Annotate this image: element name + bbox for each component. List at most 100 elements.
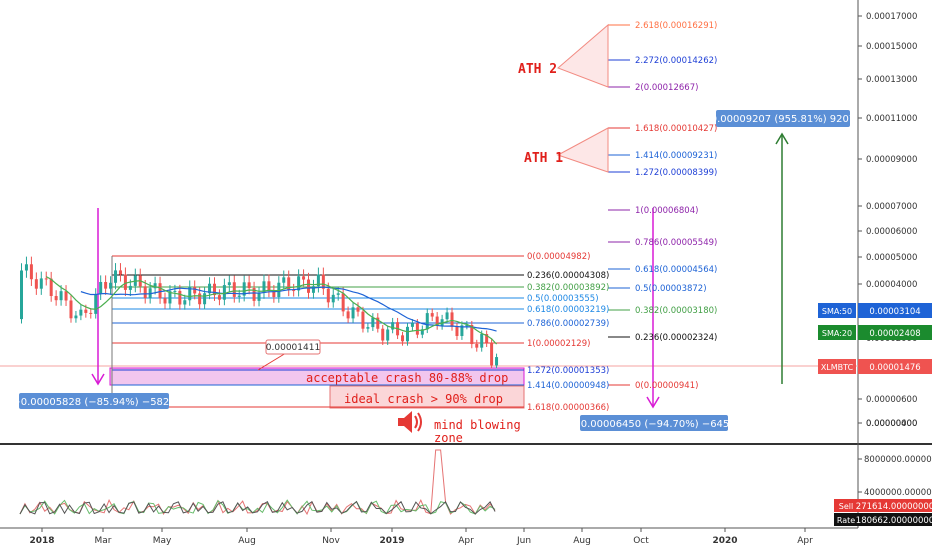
price-badge-value-bg bbox=[858, 359, 932, 374]
fib-level-label: 0.236(0.00002324) bbox=[635, 333, 717, 343]
mind-blowing-label-2: zone bbox=[434, 431, 463, 445]
candle-body bbox=[415, 323, 419, 335]
candle-body bbox=[69, 300, 73, 319]
candle-body bbox=[203, 293, 207, 305]
fib-level-label: 2.272(0.00014262) bbox=[635, 56, 717, 66]
candle-body bbox=[287, 277, 291, 291]
candle-body bbox=[391, 322, 395, 330]
fib-level-label: 0.618(0.00003219) bbox=[527, 305, 609, 315]
candle-body bbox=[425, 313, 429, 330]
candle-body bbox=[173, 290, 177, 292]
volume-pane[interactable] bbox=[0, 446, 858, 528]
candle-body bbox=[257, 292, 261, 301]
candle-body bbox=[29, 264, 33, 280]
time-tick-label: Aug bbox=[573, 536, 591, 546]
fib-level-label: 0(0.00000941) bbox=[635, 381, 698, 391]
up-arrow-head bbox=[775, 132, 789, 145]
candle-body bbox=[420, 329, 424, 335]
volume-series bbox=[19, 500, 496, 515]
candle-body bbox=[64, 291, 68, 301]
candle-body bbox=[49, 278, 53, 297]
candle-body bbox=[277, 282, 281, 298]
ideal-crash-zone[interactable] bbox=[329, 385, 525, 409]
measure-arrows[interactable] bbox=[91, 132, 789, 409]
candle-body bbox=[361, 311, 365, 329]
candle-body bbox=[435, 316, 439, 326]
sma50-line[interactable] bbox=[80, 286, 497, 332]
candle-body bbox=[148, 288, 152, 298]
volume-badge-label-bg bbox=[834, 499, 858, 512]
fib-level-label: 0.382(0.00003180) bbox=[635, 306, 717, 316]
candle-body bbox=[178, 290, 182, 305]
candle-body bbox=[267, 281, 271, 292]
measure-up-box[interactable] bbox=[716, 110, 850, 127]
fib-level-label: 0.5(0.00003555) bbox=[527, 294, 599, 304]
ath1-triangle[interactable] bbox=[556, 127, 609, 173]
candles[interactable] bbox=[20, 256, 499, 369]
candle-body bbox=[252, 288, 256, 301]
candle-body bbox=[311, 286, 315, 293]
price-badge-value-bg bbox=[858, 303, 932, 318]
fib-level-label: 0.5(0.00003872) bbox=[635, 284, 707, 294]
price-badge-label: XLMBTC bbox=[821, 363, 854, 372]
fib-level-label: 2.618(0.00016291) bbox=[635, 21, 717, 31]
candle-body bbox=[450, 312, 454, 327]
candle-body bbox=[262, 281, 266, 293]
fib-level-label: 1.272(0.00008399) bbox=[635, 168, 717, 178]
time-tick-label: Oct bbox=[633, 536, 649, 546]
candle-body bbox=[366, 327, 370, 329]
fib-level-label: 0(0.00004982) bbox=[527, 252, 590, 262]
measure-right-text: −0.00006450 (−94.70%) −6450 bbox=[572, 419, 735, 430]
candle-body bbox=[193, 286, 197, 294]
price-tick-label: 0.00015000 bbox=[866, 42, 917, 52]
candle-body bbox=[405, 326, 409, 342]
candle-body bbox=[163, 298, 167, 304]
candle-body bbox=[326, 288, 330, 303]
time-tick-label: Apr bbox=[458, 536, 474, 546]
price-badge-label-bg bbox=[818, 325, 856, 340]
sma20-line[interactable] bbox=[45, 276, 497, 345]
fib-level-label: 0.618(0.00004564) bbox=[635, 265, 717, 275]
candle-body bbox=[465, 324, 469, 326]
time-tick-label: 2020 bbox=[712, 536, 737, 546]
fib-level-label: 0.236(0.00004308) bbox=[527, 271, 609, 281]
time-tick-label: May bbox=[153, 536, 172, 546]
price-badge-label: SMA:20 bbox=[822, 329, 852, 338]
measure-left-box[interactable] bbox=[19, 393, 169, 409]
volume-axis[interactable]: 8000000.00000000 4000000.00000000 bbox=[858, 455, 932, 498]
candle-body bbox=[485, 333, 489, 343]
candle-body bbox=[242, 282, 246, 296]
price-badge-label-bg bbox=[818, 359, 856, 374]
price-tick-label: 0.00000600 bbox=[866, 395, 917, 405]
candle-body bbox=[158, 283, 162, 299]
time-axis[interactable]: 2018 Mar May Aug Nov 2019 Apr Jun Aug Oct 2020 Apr bbox=[29, 528, 813, 546]
fib-level-label: 1(0.00002129) bbox=[527, 339, 590, 349]
candle-body bbox=[297, 276, 301, 291]
candle-body bbox=[307, 279, 311, 293]
candle-body bbox=[39, 278, 43, 289]
candle-body bbox=[104, 281, 108, 289]
candle-body bbox=[302, 276, 306, 280]
price-axis-badges: SMA:50 0.00003104 SMA:20 0.00002408 XLMBTC 0.… bbox=[818, 303, 932, 374]
ath2-triangle[interactable] bbox=[557, 23, 609, 88]
candle-body bbox=[54, 296, 58, 301]
volume-badge-value: 271614.00000000 bbox=[856, 502, 932, 512]
volume-badge-label: Sell bbox=[839, 502, 853, 511]
price-tag-text: 0.00001411 bbox=[266, 343, 320, 353]
candle-body bbox=[208, 283, 212, 294]
measure-right-box[interactable] bbox=[580, 415, 728, 431]
price-tick-label: 0.00000400 bbox=[866, 419, 917, 429]
fib-level-label: 1.618(0.00000366) bbox=[527, 403, 609, 413]
candle-body bbox=[430, 313, 434, 317]
price-tag-pointer bbox=[257, 352, 287, 371]
price-tag-box[interactable] bbox=[265, 339, 321, 355]
candle-body bbox=[94, 294, 98, 314]
candle-body bbox=[346, 311, 350, 319]
volume-lines[interactable] bbox=[19, 449, 496, 516]
volume-badge-label-bg bbox=[834, 513, 858, 526]
candle-body bbox=[20, 270, 23, 320]
time-tick-label: Apr bbox=[797, 536, 813, 546]
fib-right-lines bbox=[608, 24, 630, 386]
